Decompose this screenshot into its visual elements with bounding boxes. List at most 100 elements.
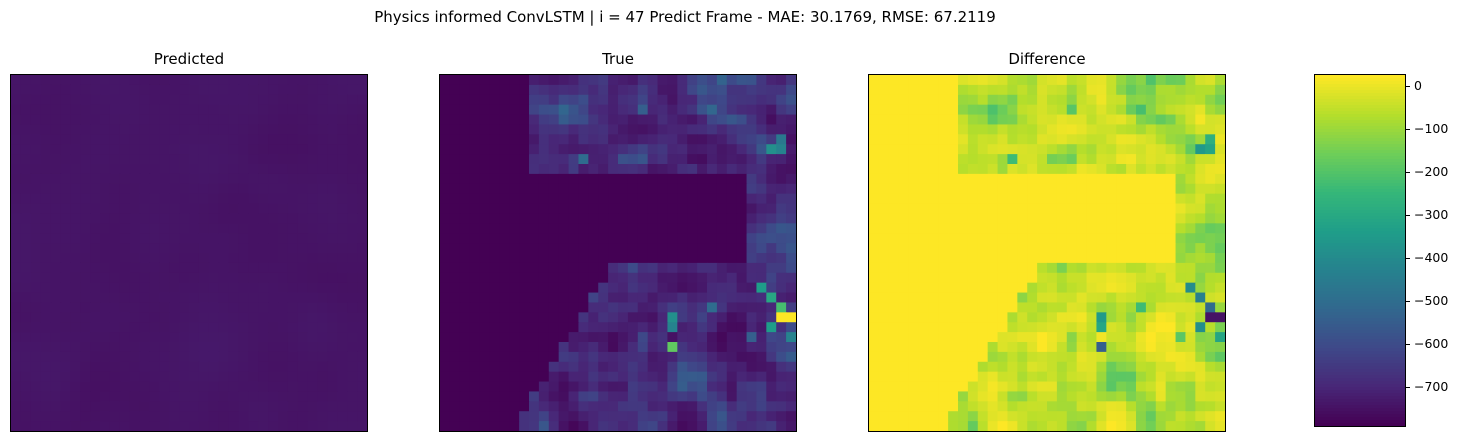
true-cell bbox=[677, 203, 688, 215]
difference-cell bbox=[1076, 183, 1088, 195]
predicted-cell bbox=[287, 351, 299, 363]
true-cell bbox=[440, 134, 451, 145]
difference-cell bbox=[1195, 114, 1206, 126]
true-cell bbox=[766, 213, 777, 224]
predicted-cell bbox=[189, 154, 200, 165]
true-cell bbox=[588, 114, 599, 126]
true-cell bbox=[637, 164, 649, 175]
difference-cell bbox=[1195, 322, 1206, 333]
true-cell bbox=[479, 401, 491, 412]
true-cell bbox=[697, 253, 708, 264]
predicted-cell bbox=[297, 154, 309, 165]
true-cell bbox=[538, 371, 550, 383]
difference-cell bbox=[1007, 223, 1018, 234]
true-cell bbox=[716, 154, 728, 165]
difference-cell bbox=[977, 253, 989, 264]
true-cell bbox=[707, 351, 718, 363]
predicted-cell bbox=[258, 134, 269, 145]
difference-cell bbox=[908, 154, 920, 165]
true-cell bbox=[687, 203, 698, 215]
true-cell bbox=[578, 262, 589, 274]
predicted-cell bbox=[198, 203, 210, 215]
predicted-cell bbox=[208, 84, 220, 96]
difference-cell bbox=[1195, 94, 1206, 106]
difference-cell bbox=[1175, 312, 1187, 323]
difference-cell bbox=[1195, 75, 1206, 86]
difference-cell bbox=[1017, 253, 1028, 264]
predicted-cell bbox=[287, 282, 299, 294]
predicted-cell bbox=[40, 332, 52, 343]
predicted-cell bbox=[189, 401, 200, 412]
difference-cell bbox=[997, 134, 1009, 145]
difference-cell bbox=[948, 223, 959, 234]
predicted-cell bbox=[317, 104, 329, 116]
true-cell bbox=[647, 203, 659, 215]
predicted-cell bbox=[129, 332, 141, 343]
true-cell bbox=[469, 164, 481, 175]
predicted-cell bbox=[60, 203, 71, 215]
difference-cell bbox=[1195, 223, 1206, 234]
difference-cell bbox=[1106, 351, 1117, 363]
predicted-cell bbox=[347, 173, 358, 185]
difference-cell bbox=[958, 203, 969, 215]
difference-cell bbox=[967, 94, 979, 106]
difference-cell bbox=[1195, 302, 1206, 313]
true-cell bbox=[776, 183, 787, 195]
true-cell bbox=[667, 361, 678, 373]
true-cell bbox=[558, 144, 570, 155]
true-cell bbox=[627, 262, 639, 274]
difference-cell bbox=[1165, 322, 1177, 333]
true-cell bbox=[746, 381, 758, 393]
difference-cell bbox=[1205, 391, 1216, 402]
predicted-cell bbox=[40, 94, 52, 106]
predicted-cell bbox=[248, 183, 259, 195]
true-cell bbox=[588, 282, 599, 294]
predicted-cell bbox=[129, 84, 141, 96]
true-cell bbox=[756, 351, 767, 363]
true-cell bbox=[776, 411, 787, 422]
predicted-cell bbox=[119, 262, 131, 274]
true-cell bbox=[736, 183, 748, 195]
true-cell bbox=[598, 371, 609, 383]
true-cell bbox=[578, 322, 589, 333]
true-cell bbox=[479, 173, 491, 185]
difference-cell bbox=[1155, 292, 1167, 304]
predicted-cell bbox=[307, 94, 319, 106]
predicted-cell bbox=[218, 292, 230, 304]
true-cell bbox=[716, 173, 728, 185]
true-cell bbox=[568, 144, 580, 155]
predicted-cell bbox=[70, 292, 81, 304]
true-cell bbox=[677, 401, 688, 412]
true-cell bbox=[627, 154, 639, 165]
true-cell bbox=[529, 342, 540, 353]
predicted-cell bbox=[198, 253, 210, 264]
difference-cell bbox=[938, 144, 949, 155]
true-cell bbox=[538, 272, 550, 284]
difference-cell bbox=[977, 75, 989, 86]
true-cell bbox=[489, 262, 500, 274]
true-cell bbox=[647, 292, 659, 304]
predicted-cell bbox=[238, 401, 249, 412]
predicted-cell bbox=[50, 282, 62, 294]
difference-cell bbox=[878, 322, 890, 333]
difference-cell bbox=[1037, 361, 1048, 373]
true-cell bbox=[756, 75, 767, 86]
predicted-cell bbox=[258, 411, 269, 422]
true-cell bbox=[449, 292, 461, 304]
true-cell bbox=[697, 351, 708, 363]
difference-cell bbox=[1145, 302, 1157, 313]
colorbar-step bbox=[1315, 321, 1405, 325]
difference-cell bbox=[1126, 272, 1137, 284]
true-cell bbox=[538, 233, 550, 244]
predicted-cell bbox=[20, 351, 32, 363]
colorbar-step bbox=[1315, 351, 1405, 355]
difference-cell bbox=[878, 94, 890, 106]
predicted-cell bbox=[347, 361, 358, 373]
true-cell bbox=[489, 144, 500, 155]
true-cell bbox=[469, 124, 481, 135]
true-cell bbox=[746, 164, 758, 175]
difference-cell bbox=[928, 411, 939, 422]
predicted-cell bbox=[60, 272, 71, 284]
true-cell bbox=[776, 391, 787, 402]
true-cell bbox=[647, 124, 659, 135]
